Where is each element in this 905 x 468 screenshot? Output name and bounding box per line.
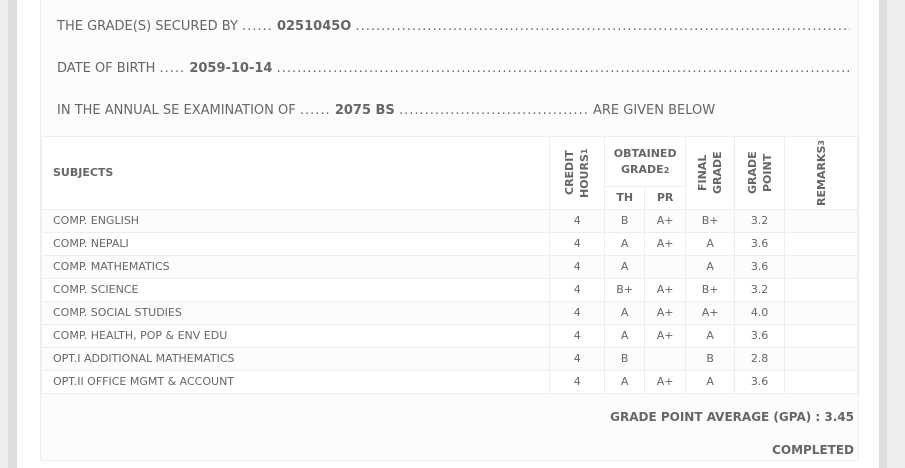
cell-final: A (685, 255, 736, 279)
cell-th: B (604, 209, 646, 233)
cell-remarks (784, 278, 858, 302)
cell-subject: COMP. SOCIAL STUDIES (40, 301, 551, 325)
cell-final: B (685, 347, 736, 371)
cell-pr: A+ (644, 209, 687, 233)
cell-remarks (784, 324, 858, 348)
cell-th: B (604, 347, 646, 371)
cell-th: A (604, 232, 646, 256)
header-subjects: SUBJECTS (40, 136, 551, 210)
cell-credit: 4 (549, 347, 606, 371)
dob-line: DATE OF BIRTH ..... 2059-10-14 .........… (57, 61, 850, 76)
cell-pr: A+ (644, 324, 687, 348)
cell-final: A (685, 370, 736, 394)
cell-gp: 4.0 (734, 301, 786, 325)
cell-final: A (685, 324, 736, 348)
cell-subject: COMP. SCIENCE (40, 278, 551, 302)
cell-gp: 3.6 (734, 232, 786, 256)
cell-th: A (604, 255, 646, 279)
status: COMPLETED (772, 443, 854, 457)
cell-remarks (784, 347, 858, 371)
header-obtained: OBTAINED GRADE2 (604, 136, 687, 187)
divider (41, 460, 858, 461)
cell-th: B+ (604, 278, 646, 302)
cell-pr: A+ (644, 278, 687, 302)
student-id: 0251045O (276, 19, 352, 34)
cell-remarks (784, 209, 858, 233)
cell-pr (644, 347, 687, 371)
cell-credit: 4 (549, 209, 606, 233)
table-row: COMP. SOCIAL STUDIES 4 A A+ A+ 4.0 (40, 301, 858, 325)
cell-credit: 4 (549, 278, 606, 302)
table-row: COMP. ENGLISH 4 B A+ B+ 3.2 (40, 209, 858, 233)
cell-final: B+ (685, 278, 736, 302)
cell-credit: 4 (549, 301, 606, 325)
gpa-value: 3.45 (824, 410, 854, 424)
cell-gp: 3.6 (734, 255, 786, 279)
dob: 2059-10-14 (189, 61, 273, 76)
cell-th: A (604, 301, 646, 325)
divider (41, 393, 858, 394)
cell-gp: 3.2 (734, 278, 786, 302)
secured-by-line: THE GRADE(S) SECURED BY ...... 0251045O … (57, 19, 850, 34)
cell-credit: 4 (549, 324, 606, 348)
cell-subject: OPT.II OFFICE MGMT & ACCOUNT (40, 370, 551, 394)
cell-th: A (604, 370, 646, 394)
cell-gp: 3.6 (734, 324, 786, 348)
cell-credit: 4 (549, 370, 606, 394)
cell-final: A (685, 232, 736, 256)
cell-credit: 4 (549, 255, 606, 279)
cell-pr: A+ (644, 370, 687, 394)
header-final: FINAL GRADE (685, 136, 736, 210)
cell-subject: COMP. ENGLISH (40, 209, 551, 233)
marksheet: THE GRADE(S) SECURED BY ...... 0251045O … (40, 0, 859, 461)
cell-gp: 3.6 (734, 370, 786, 394)
header-remarks: REMARKS3 (784, 136, 858, 210)
cell-gp: 2.8 (734, 347, 786, 371)
table-row: OPT.I ADDITIONAL MATHEMATICS 4 B B 2.8 (40, 347, 858, 371)
cell-remarks (784, 370, 858, 394)
header-gp: GRADE POINT (734, 136, 786, 210)
gpa: GRADE POINT AVERAGE (GPA) : 3.45 (610, 410, 854, 424)
cell-subject: COMP. HEALTH, POP & ENV EDU (40, 324, 551, 348)
cell-pr: A+ (644, 301, 687, 325)
table-row: COMP. SCIENCE 4 B+ A+ B+ 3.2 (40, 278, 858, 302)
exam-year: 2075 BS (334, 103, 395, 118)
cell-subject: OPT.I ADDITIONAL MATHEMATICS (40, 347, 551, 371)
cell-credit: 4 (549, 232, 606, 256)
table-row: COMP. HEALTH, POP & ENV EDU 4 A A+ A 3.6 (40, 324, 858, 348)
cell-th: A (604, 324, 646, 348)
cell-subject: COMP. MATHEMATICS (40, 255, 551, 279)
table-row: OPT.II OFFICE MGMT & ACCOUNT 4 A A+ A 3.6 (40, 370, 858, 394)
cell-pr (644, 255, 687, 279)
cell-pr: A+ (644, 232, 687, 256)
exam-line: IN THE ANNUAL SE EXAMINATION OF ...... 2… (57, 103, 716, 118)
cell-subject: COMP. NEPALI (40, 232, 551, 256)
cell-remarks (784, 301, 858, 325)
cell-final: B+ (685, 209, 736, 233)
cell-final: A+ (685, 301, 736, 325)
cell-remarks (784, 232, 858, 256)
cell-gp: 3.2 (734, 209, 786, 233)
table-row: COMP. NEPALI 4 A A+ A 3.6 (40, 232, 858, 256)
header-credit: CREDIT HOURS1 (549, 136, 606, 210)
header-pr: PR (644, 186, 687, 210)
grades-table: SUBJECTS CREDIT HOURS1 OBTAINED GRADE2 F… (40, 136, 858, 394)
table-row: COMP. MATHEMATICS 4 A A 3.6 (40, 255, 858, 279)
header-th: TH (604, 186, 646, 210)
cell-remarks (784, 255, 858, 279)
